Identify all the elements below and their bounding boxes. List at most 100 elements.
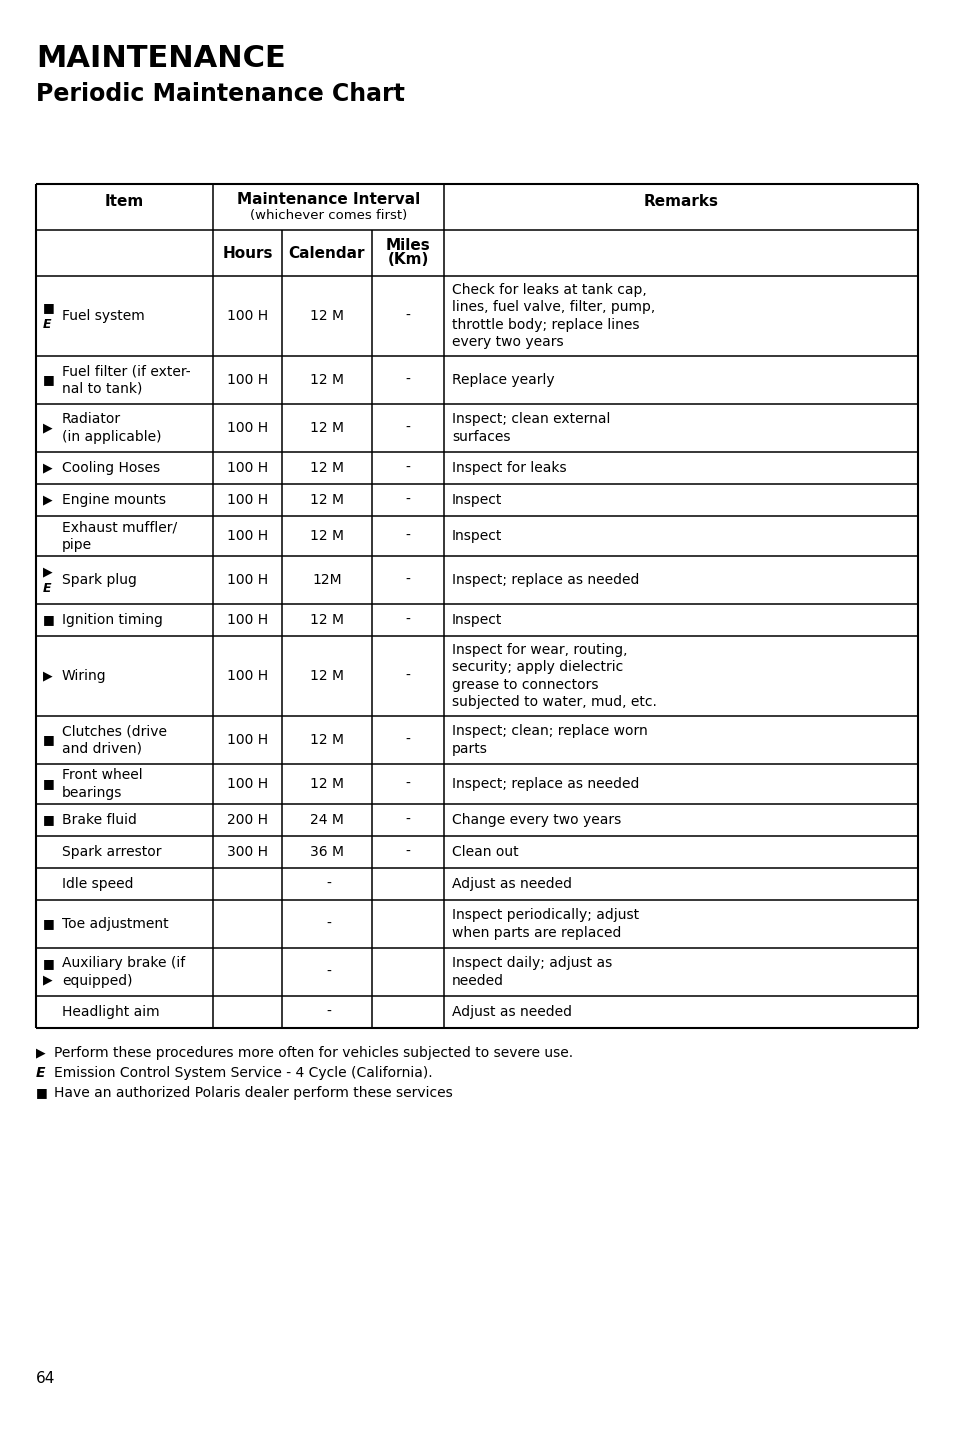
Text: ■: ■ <box>43 917 54 931</box>
Text: Change every two years: Change every two years <box>452 813 620 827</box>
Text: 100 H: 100 H <box>227 733 268 747</box>
Text: ■: ■ <box>43 733 54 746</box>
Text: 100 H: 100 H <box>227 422 268 435</box>
Text: MAINTENANCE: MAINTENANCE <box>36 44 286 73</box>
Text: Cooling Hoses: Cooling Hoses <box>62 461 160 475</box>
Text: 200 H: 200 H <box>227 813 268 827</box>
Text: Fuel system: Fuel system <box>62 310 145 323</box>
Text: ■: ■ <box>43 374 54 387</box>
Text: Adjust as needed: Adjust as needed <box>452 1005 572 1019</box>
Text: 300 H: 300 H <box>227 845 268 859</box>
Text: -: - <box>405 776 410 791</box>
Text: ■: ■ <box>43 614 54 627</box>
Text: E: E <box>43 582 51 595</box>
Text: Clean out: Clean out <box>452 845 518 859</box>
Text: -: - <box>405 493 410 507</box>
Text: Check for leaks at tank cap,
lines, fuel valve, filter, pump,
throttle body; rep: Check for leaks at tank cap, lines, fuel… <box>452 284 655 349</box>
Text: ▶: ▶ <box>43 669 52 682</box>
Text: Inspect; clean; replace worn
parts: Inspect; clean; replace worn parts <box>452 724 647 756</box>
Text: ■: ■ <box>43 301 54 314</box>
Text: Inspect daily; adjust as
needed: Inspect daily; adjust as needed <box>452 957 612 987</box>
Text: -: - <box>405 461 410 475</box>
Text: 12M: 12M <box>312 573 341 587</box>
Text: ■: ■ <box>43 958 54 970</box>
Text: Ignition timing: Ignition timing <box>62 614 163 627</box>
Text: -: - <box>326 917 331 931</box>
Text: Headlight aim: Headlight aim <box>62 1005 159 1019</box>
Text: 24 M: 24 M <box>310 813 344 827</box>
Text: Emission Control System Service - 4 Cycle (California).: Emission Control System Service - 4 Cycl… <box>54 1066 432 1080</box>
Text: 12 M: 12 M <box>310 733 344 747</box>
Text: 100 H: 100 H <box>227 310 268 323</box>
Text: Fuel filter (if exter-
nal to tank): Fuel filter (if exter- nal to tank) <box>62 365 191 395</box>
Text: -: - <box>405 422 410 435</box>
Text: Wiring: Wiring <box>62 669 107 683</box>
Text: Maintenance Interval: Maintenance Interval <box>236 192 419 208</box>
Text: Adjust as needed: Adjust as needed <box>452 877 572 891</box>
Text: Replace yearly: Replace yearly <box>452 374 554 387</box>
Text: 100 H: 100 H <box>227 573 268 587</box>
Text: 100 H: 100 H <box>227 461 268 475</box>
Text: -: - <box>326 965 331 979</box>
Text: Item: Item <box>105 193 144 208</box>
Text: 12 M: 12 M <box>310 614 344 627</box>
Text: Inspect; clean external
surfaces: Inspect; clean external surfaces <box>452 413 610 443</box>
Text: -: - <box>405 374 410 387</box>
Text: Front wheel
bearings: Front wheel bearings <box>62 768 143 800</box>
Text: Inspect; replace as needed: Inspect; replace as needed <box>452 776 639 791</box>
Text: Have an authorized Polaris dealer perform these services: Have an authorized Polaris dealer perfor… <box>54 1086 453 1101</box>
Text: E: E <box>36 1066 46 1080</box>
Text: -: - <box>326 877 331 891</box>
Text: Spark arrestor: Spark arrestor <box>62 845 161 859</box>
Text: -: - <box>405 529 410 542</box>
Text: Exhaust muffler/
pipe: Exhaust muffler/ pipe <box>62 521 177 551</box>
Text: Inspect: Inspect <box>452 493 502 507</box>
Text: 12 M: 12 M <box>310 493 344 507</box>
Text: -: - <box>405 733 410 747</box>
Text: 12 M: 12 M <box>310 461 344 475</box>
Text: Spark plug: Spark plug <box>62 573 136 587</box>
Text: ▶: ▶ <box>43 493 52 506</box>
Text: Inspect: Inspect <box>452 614 502 627</box>
Text: (Km): (Km) <box>387 253 428 268</box>
Text: 36 M: 36 M <box>310 845 344 859</box>
Text: (whichever comes first): (whichever comes first) <box>250 208 407 221</box>
Text: ■: ■ <box>43 778 54 791</box>
Text: Brake fluid: Brake fluid <box>62 813 136 827</box>
Text: Clutches (drive
and driven): Clutches (drive and driven) <box>62 724 167 756</box>
Text: Hours: Hours <box>222 246 273 260</box>
Text: -: - <box>405 813 410 827</box>
Text: Inspect; replace as needed: Inspect; replace as needed <box>452 573 639 587</box>
Text: ▶: ▶ <box>36 1045 46 1059</box>
Text: Inspect: Inspect <box>452 529 502 542</box>
Text: Engine mounts: Engine mounts <box>62 493 166 507</box>
Text: E: E <box>43 317 51 330</box>
Text: 12 M: 12 M <box>310 374 344 387</box>
Text: -: - <box>405 669 410 683</box>
Text: Calendar: Calendar <box>289 246 365 260</box>
Text: -: - <box>405 310 410 323</box>
Text: Remarks: Remarks <box>643 193 718 208</box>
Text: ▶: ▶ <box>43 974 52 986</box>
Text: 100 H: 100 H <box>227 614 268 627</box>
Text: ■: ■ <box>43 813 54 826</box>
Text: 12 M: 12 M <box>310 529 344 542</box>
Text: 100 H: 100 H <box>227 374 268 387</box>
Text: Radiator
(in applicable): Radiator (in applicable) <box>62 413 161 443</box>
Text: 12 M: 12 M <box>310 422 344 435</box>
Text: 12 M: 12 M <box>310 310 344 323</box>
Text: Inspect periodically; adjust
when parts are replaced: Inspect periodically; adjust when parts … <box>452 909 639 939</box>
Text: ▶: ▶ <box>43 566 52 579</box>
Text: Toe adjustment: Toe adjustment <box>62 917 169 931</box>
Text: Inspect for leaks: Inspect for leaks <box>452 461 566 475</box>
Text: Perform these procedures more often for vehicles subjected to severe use.: Perform these procedures more often for … <box>54 1045 573 1060</box>
Text: 12 M: 12 M <box>310 776 344 791</box>
Text: Auxiliary brake (if
equipped): Auxiliary brake (if equipped) <box>62 957 185 987</box>
Text: 100 H: 100 H <box>227 776 268 791</box>
Text: -: - <box>405 614 410 627</box>
Text: 100 H: 100 H <box>227 493 268 507</box>
Text: Idle speed: Idle speed <box>62 877 133 891</box>
Text: ▶: ▶ <box>43 422 52 435</box>
Text: Miles: Miles <box>385 238 430 253</box>
Text: 100 H: 100 H <box>227 669 268 683</box>
